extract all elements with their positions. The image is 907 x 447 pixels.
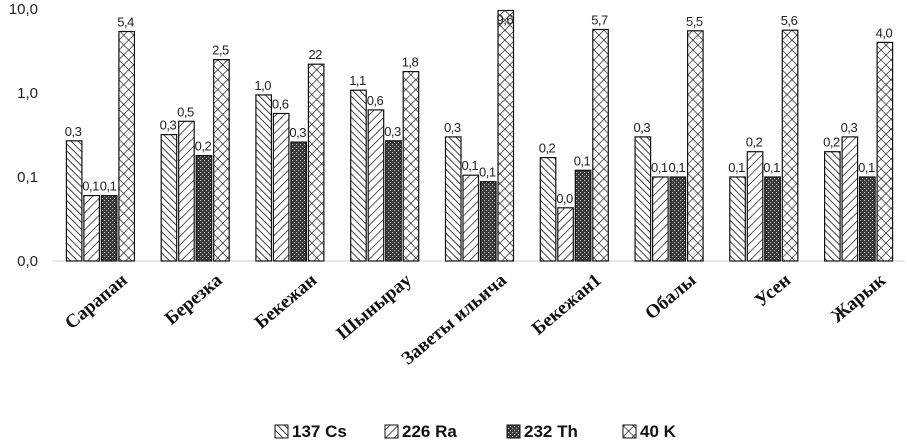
y-tick-label: 10,0 (9, 1, 38, 18)
bar (479, 181, 497, 262)
bar (367, 109, 385, 262)
bar (858, 176, 876, 262)
bars-layer (65, 9, 894, 262)
category-label: Березка (161, 269, 227, 329)
bar (539, 157, 557, 262)
data-label: 0,3 (444, 120, 461, 135)
legend-label: 226 Ra (402, 422, 457, 441)
bar (781, 29, 799, 262)
bar (574, 169, 592, 262)
data-label: 5,5 (686, 14, 703, 29)
data-label: 0,1 (858, 160, 875, 175)
bar (764, 176, 781, 262)
bar (746, 151, 764, 262)
data-label: 9,6 (497, 12, 514, 27)
legend-swatch (506, 424, 521, 439)
legend-swatch (274, 424, 289, 439)
bar (307, 63, 325, 262)
bar (160, 134, 178, 262)
data-label: 1,1 (349, 73, 366, 88)
data-label: 0,1 (669, 160, 686, 175)
bar (686, 30, 704, 262)
bar (350, 89, 367, 262)
data-label: 0,1 (728, 160, 745, 175)
bar (592, 28, 609, 262)
data-label: 0,3 (841, 120, 858, 135)
data-label: 0,2 (195, 139, 212, 154)
bar (634, 136, 652, 262)
legend-label: 40 K (640, 422, 677, 441)
bar (497, 9, 515, 262)
bar (557, 207, 574, 262)
bar (729, 176, 746, 262)
bar (841, 136, 859, 262)
data-label: 0,1 (479, 165, 496, 180)
bar (100, 195, 118, 262)
legend-label: 137 Cs (292, 422, 347, 441)
y-tick-label: 0,0 (17, 253, 38, 270)
data-label: 0,2 (539, 141, 556, 156)
data-label: 5,7 (591, 13, 608, 28)
data-label: 0,3 (634, 120, 651, 135)
data-label: 0,1 (82, 179, 99, 194)
bar (402, 70, 420, 262)
data-label: 0,3 (384, 124, 401, 139)
bar (65, 140, 83, 262)
bar (195, 155, 213, 262)
bar (444, 136, 462, 262)
bar (876, 41, 894, 262)
data-labels-layer: 0,30,1 0,15,40,30,50,22,51,00,60,3221,10,… (65, 12, 893, 206)
bar (385, 140, 402, 262)
legend-swatch (384, 424, 399, 439)
data-label: 0,1 (574, 153, 591, 168)
data-label: 1,0 (254, 78, 271, 93)
bar (651, 176, 669, 262)
category-label: Жарык (827, 270, 890, 327)
data-label: 0,2 (823, 135, 840, 150)
data-label: 0,3 (65, 124, 82, 139)
data-label: 22 (308, 47, 322, 62)
bar (462, 174, 480, 262)
category-label: Шыныраy (333, 269, 417, 344)
data-label: 0,2 (746, 135, 763, 150)
data-label: 0,3 (289, 125, 306, 140)
bar (669, 176, 687, 262)
data-label: 4,0 (876, 25, 893, 40)
category-label: Бекежан1 (528, 270, 606, 340)
data-label: 2,5 (212, 43, 229, 58)
y-tick-label: 1,0 (17, 85, 38, 102)
bar (823, 151, 841, 262)
data-label: 0,1 (651, 160, 668, 175)
bar (255, 94, 272, 262)
bar (290, 141, 307, 262)
category-label: Сарапан (61, 270, 132, 334)
data-label: 0,5 (177, 104, 194, 119)
data-label: 0,0 (556, 191, 573, 206)
data-label: 0,3 (160, 118, 177, 133)
y-tick-label: 0,1 (17, 169, 38, 186)
legend-swatch (622, 424, 637, 439)
bar (178, 120, 195, 262)
data-label: 0,1 (462, 158, 479, 173)
category-label: Усен (751, 270, 795, 312)
bar (118, 30, 136, 262)
legend: 137 Cs 226 Ra 232 Th 40 K (274, 422, 677, 441)
legend-label: 232 Th (524, 422, 578, 441)
data-label: 0,1 (100, 179, 117, 194)
data-label: 5,4 (117, 15, 134, 30)
bar (83, 195, 101, 262)
category-label: Обалы (641, 270, 700, 324)
data-label: 0,6 (272, 97, 289, 112)
bar (272, 112, 290, 262)
bar (213, 58, 230, 262)
data-label: 1,8 (402, 55, 419, 70)
data-label: 0,6 (367, 93, 384, 108)
data-label: 5,6 (781, 13, 798, 28)
category-label: Бекежан (251, 270, 321, 334)
data-label: 0,1 (763, 160, 780, 175)
